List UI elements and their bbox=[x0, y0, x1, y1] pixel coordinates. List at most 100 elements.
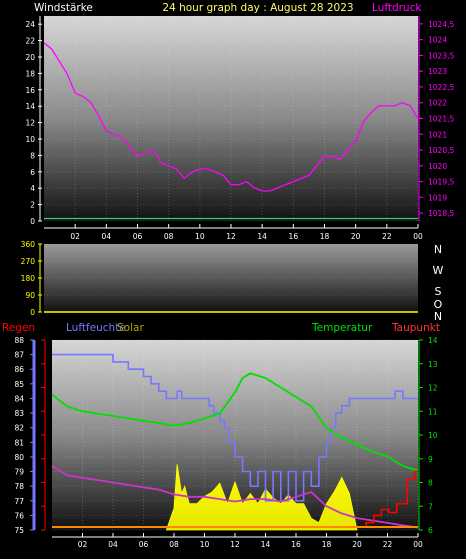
pressure-grid bbox=[44, 16, 419, 222]
y-tick-label: 80 bbox=[14, 453, 24, 462]
temperature-axis: 6 7 8 9 10 11 12 13 14 bbox=[418, 336, 438, 535]
y-tick-label: 1022 bbox=[428, 99, 447, 108]
y-tick-label: 6 bbox=[428, 526, 433, 535]
rain-line bbox=[52, 470, 418, 528]
y-tick-label: 6 bbox=[30, 168, 35, 177]
y-tick-label: 84 bbox=[14, 394, 24, 403]
x-tick-label: 10 bbox=[195, 232, 205, 241]
x-tick-label: 08 bbox=[169, 540, 179, 549]
x-tick-label: 16 bbox=[289, 232, 299, 241]
temperature-line bbox=[51, 372, 419, 472]
y-tick-label: 180 bbox=[21, 274, 36, 283]
compass-letter: N bbox=[434, 243, 442, 256]
x-tick-label: 16 bbox=[291, 540, 301, 549]
rain-axis bbox=[41, 339, 46, 531]
series-line bbox=[43, 42, 419, 192]
y-tick-label: 76 bbox=[14, 511, 24, 520]
y-tick-label: 86 bbox=[14, 365, 24, 374]
y-tick-label: 88 bbox=[14, 336, 24, 345]
header-right: Luftdruck bbox=[372, 2, 422, 14]
y-tick-label: 87 bbox=[14, 351, 24, 360]
x-tick-label: 14 bbox=[257, 232, 267, 241]
x-tick-label: 02 bbox=[70, 232, 80, 241]
y-tick-label: 18 bbox=[25, 69, 35, 78]
y-tick-label: 1024 bbox=[428, 36, 447, 45]
label-temperatur: Temperatur bbox=[311, 322, 373, 334]
pressure-series bbox=[43, 42, 419, 220]
y-tick-label: 90 bbox=[25, 291, 35, 300]
humidity-axis: 75 76 77 78 79 80 81 82 83 84 85 86 87 88 bbox=[14, 336, 36, 535]
label-regen: Regen bbox=[2, 322, 35, 334]
compass-letter: N bbox=[434, 310, 442, 323]
y-tick-label: 1018,5 bbox=[428, 209, 454, 218]
pressure-axis: 1018,5 1019 1019,5 1020 1020,5 1021 1021,5 1022… bbox=[418, 16, 454, 221]
y-tick-label: 14 bbox=[428, 336, 438, 345]
x-tick-label: 02 bbox=[78, 540, 88, 549]
climate-time-axis: 02 04 06 08 10 12 14 16 18 20 22 00 bbox=[52, 533, 423, 549]
y-tick-label: 85 bbox=[14, 380, 24, 389]
y-tick-label: 83 bbox=[14, 409, 24, 418]
y-tick-label: 9 bbox=[428, 455, 433, 464]
y-tick-label: 12 bbox=[25, 119, 35, 128]
y-tick-label: 81 bbox=[14, 438, 24, 447]
y-tick-label: 12 bbox=[428, 384, 438, 393]
y-tick-label: 270 bbox=[21, 257, 36, 266]
x-tick-label: 18 bbox=[322, 540, 332, 549]
y-tick-label: 0 bbox=[30, 217, 35, 226]
y-tick-label: 7 bbox=[428, 502, 433, 511]
y-tick-label: 75 bbox=[14, 526, 24, 535]
x-tick-label: 22 bbox=[383, 540, 393, 549]
label-solar: Solar bbox=[117, 322, 144, 334]
y-tick-label: 1023,5 bbox=[428, 51, 454, 60]
x-tick-label: 20 bbox=[352, 540, 362, 549]
x-tick-label: 12 bbox=[230, 540, 240, 549]
climate-series bbox=[51, 353, 419, 531]
y-tick-label: 1019 bbox=[428, 193, 447, 202]
y-tick-label: 10 bbox=[428, 431, 438, 440]
y-tick-label: 1022,5 bbox=[428, 83, 454, 92]
y-tick-label: 82 bbox=[14, 424, 24, 433]
y-tick-label: 1021 bbox=[428, 130, 447, 139]
label-taupunkt: Taupunkt bbox=[391, 322, 440, 334]
x-tick-label: 18 bbox=[320, 232, 330, 241]
x-tick-label: 10 bbox=[200, 540, 210, 549]
y-tick-label: 24 bbox=[25, 20, 35, 29]
header-left: Windstärke bbox=[34, 2, 93, 14]
wind-direction-plot-area bbox=[44, 244, 418, 312]
y-tick-label: 8 bbox=[428, 479, 433, 488]
x-tick-label: 08 bbox=[164, 232, 174, 241]
x-tick-label: 04 bbox=[102, 232, 112, 241]
label-luftfeuchte: Luftfeuchte bbox=[66, 322, 126, 334]
x-tick-label: 06 bbox=[139, 540, 149, 549]
y-tick-label: 1021,5 bbox=[428, 115, 454, 124]
x-tick-label: 12 bbox=[226, 232, 236, 241]
y-tick-label: 1020 bbox=[428, 162, 447, 171]
y-tick-label: 8 bbox=[30, 151, 35, 160]
y-tick-label: 1019,5 bbox=[428, 178, 454, 187]
compass-letter: O bbox=[434, 298, 443, 311]
x-tick-label: 00 bbox=[413, 232, 423, 241]
compass-letter: S bbox=[435, 285, 442, 298]
y-tick-label: 16 bbox=[25, 86, 35, 95]
y-tick-label: 13 bbox=[428, 360, 438, 369]
y-tick-label: 77 bbox=[14, 497, 24, 506]
x-tick-label: 22 bbox=[382, 232, 392, 241]
y-tick-label: 360 bbox=[21, 240, 36, 249]
direction-axis: 0 90 180 270 360 bbox=[21, 240, 42, 317]
y-tick-label: 10 bbox=[25, 135, 35, 144]
dewpoint-line bbox=[51, 465, 419, 529]
humidity-line bbox=[52, 353, 418, 502]
y-tick-label: 11 bbox=[428, 407, 438, 416]
pressure-time-axis: 02 04 06 08 10 12 14 16 18 20 22 00 bbox=[44, 224, 423, 241]
compass-letter: W bbox=[433, 264, 444, 277]
y-tick-label: 0 bbox=[30, 308, 35, 317]
y-tick-label: 4 bbox=[30, 184, 35, 193]
chart-title: 24 hour graph day : August 28 2023 bbox=[162, 2, 353, 14]
y-tick-label: 2 bbox=[30, 201, 35, 210]
x-tick-label: 20 bbox=[351, 232, 361, 241]
y-tick-label: 1024,5 bbox=[428, 20, 454, 29]
pressure-plot-area bbox=[44, 16, 418, 221]
y-tick-label: 1020,5 bbox=[428, 146, 454, 155]
